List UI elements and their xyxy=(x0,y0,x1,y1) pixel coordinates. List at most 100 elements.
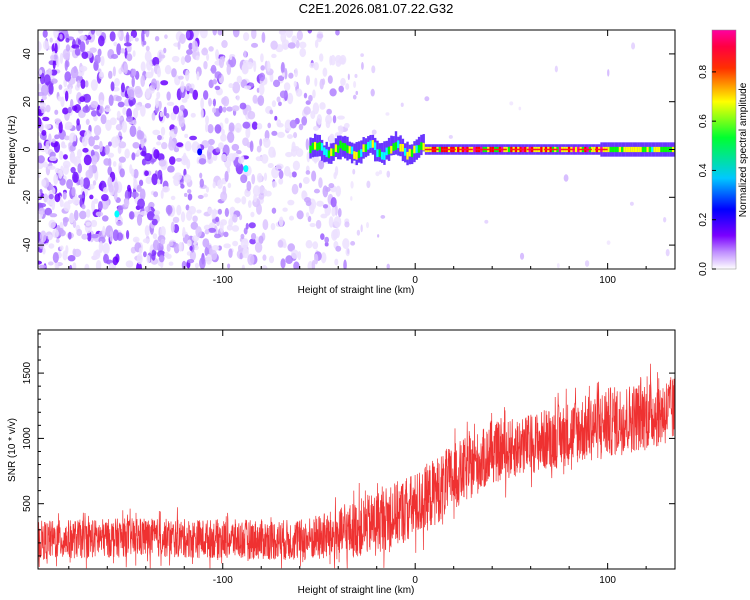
spectrogram-tone-core xyxy=(646,146,649,153)
spectrogram-noise-blob xyxy=(266,60,271,72)
spectrogram-noise-blob xyxy=(130,191,139,198)
spectrogram-noise-blob xyxy=(133,179,138,190)
spectrogram-noise-blob xyxy=(58,84,63,90)
spectrogram-noise-blob xyxy=(271,207,277,214)
spectrogram-noise-blob xyxy=(258,83,265,96)
spectrogram-tone-core xyxy=(399,143,402,152)
spectrogram-noise-blob xyxy=(182,226,186,238)
colorbar-tick-label: 0.0 xyxy=(698,262,709,276)
spectrogram-noise-blob xyxy=(180,183,185,189)
spectrogram-noise-blob xyxy=(70,166,76,174)
spectrogram-noise-blob xyxy=(335,55,342,63)
spectrogram-noise-blob xyxy=(168,156,176,165)
spectrogram-tone-halo xyxy=(390,135,393,156)
spectrogram-noise-blob xyxy=(127,184,131,192)
spectrogram-noise-blob xyxy=(232,30,240,38)
spectrogram-tone-core xyxy=(341,142,344,151)
spectrogram-noise-blob xyxy=(90,79,98,91)
spectrogram-noise-blob xyxy=(137,130,145,140)
spectrogram-noise-blob xyxy=(95,30,102,37)
spectrogram-noise-blob xyxy=(42,247,46,255)
spectrogram-noise-blob xyxy=(141,30,145,42)
spectrogram-noise-blob xyxy=(224,207,230,217)
spectrogram-tone-core xyxy=(611,146,615,153)
spectrogram-noise-blob xyxy=(112,160,117,167)
spectrogram-noise-blob xyxy=(237,244,242,252)
spectrogram-noise-blob xyxy=(81,233,88,240)
spectrogram-noise-blob xyxy=(90,233,99,239)
spectrogram-noise-blob xyxy=(328,182,335,189)
spectrogram-noise-blob xyxy=(84,80,89,88)
spectrogram-noise-blob xyxy=(64,90,69,102)
spectrogram-noise-blob xyxy=(298,123,304,131)
spectrogram-noise-blob xyxy=(65,244,69,255)
spectrogram-noise-blob xyxy=(518,106,522,111)
spectrogram-noise-blob xyxy=(74,47,81,56)
spectrogram-noise-blob xyxy=(288,215,295,221)
spectrogram-noise-blob xyxy=(333,216,342,228)
spectrogram-noise-blob xyxy=(163,106,167,117)
spectrogram-noise-blob xyxy=(325,114,333,125)
spectrogram-noise-blob xyxy=(179,33,186,44)
spectrogram-noise-blob xyxy=(212,79,218,85)
spectrogram-noise-blob xyxy=(69,264,73,269)
spectrogram-noise-blob xyxy=(38,41,42,52)
spectrogram-noise-blob xyxy=(108,70,113,79)
spectrogram-noise-blob xyxy=(108,94,114,107)
spectrogram-noise-blob xyxy=(210,64,217,74)
spectrogram-noise-blob xyxy=(350,241,356,246)
spectrogram-noise-blob xyxy=(170,221,175,233)
snr-xtick-label: 0 xyxy=(412,575,418,586)
spectrogram-noise-blob xyxy=(330,54,336,66)
spectrogram-noise-blob xyxy=(117,31,121,38)
spectrogram-noise-blob xyxy=(247,110,256,120)
spectrogram-noise-blob xyxy=(202,238,210,248)
snr-ytick-label: 1000 xyxy=(22,427,33,450)
spectrogram-noise-blob xyxy=(53,173,59,185)
spectrogram-noise-blob xyxy=(258,72,266,82)
spectrogram-noise-blob xyxy=(98,140,103,153)
spectrogram-noise-blob xyxy=(312,89,316,99)
spectrogram-noise-blob xyxy=(199,257,206,269)
spectrogram-noise-blob xyxy=(131,76,135,88)
spectrogram-noise-blob xyxy=(138,179,144,187)
spectrogram-noise-blob xyxy=(79,41,86,53)
spectrogram-tone-core xyxy=(660,146,663,153)
spectrogram-noise-blob xyxy=(366,180,371,189)
spectrogram-noise-blob xyxy=(186,210,193,221)
spectrogram-tone-core xyxy=(313,141,317,150)
spectrogram-noise-blob xyxy=(49,213,58,218)
spectrogram-noise-blob xyxy=(293,80,297,88)
spectrogram-noise-blob xyxy=(260,65,265,71)
spectrogram-noise-blob xyxy=(102,225,106,236)
spectrogram-noise-blob xyxy=(156,67,162,78)
spectrogram-noise-blob xyxy=(199,30,208,39)
spectrogram-noise-blob xyxy=(60,141,66,149)
spectrogram-noise-blob xyxy=(292,160,301,171)
spectrogram-noise-blob xyxy=(52,59,56,70)
spectrogram-noise-blob xyxy=(62,216,70,223)
spectrogram-noise-blob xyxy=(81,204,86,210)
spectrogram-noise-blob xyxy=(240,233,245,240)
spectrogram-noise-blob xyxy=(163,47,167,54)
spectrogram-noise-blob xyxy=(335,245,342,252)
spectrogram-noise-blob xyxy=(228,83,234,89)
spectrogram-noise-blob xyxy=(104,144,110,155)
spectrogram-noise-blob xyxy=(151,249,156,261)
spectrogram-noise-blob xyxy=(276,96,281,103)
spectrogram-noise-blob xyxy=(286,92,294,105)
spectrogram-tone-core xyxy=(320,143,324,151)
spectrogram-noise-blob xyxy=(245,127,251,139)
spectrogram-noise-blob xyxy=(120,82,125,93)
spectrogram-noise-blob xyxy=(170,111,177,121)
spectrogram-tone-core xyxy=(609,146,612,153)
spectrogram-noise-blob xyxy=(276,119,282,127)
snr-y-label: SNR (10 * v/v) xyxy=(7,418,18,482)
spectrogram-noise-blob xyxy=(249,140,254,153)
spectrogram-noise-blob xyxy=(228,218,234,227)
spectrogram-noise-blob xyxy=(257,185,266,195)
spectrogram-noise-blob xyxy=(59,178,66,186)
spectrogram-tone-core xyxy=(325,149,328,157)
spectrogram-noise-blob xyxy=(160,80,169,86)
spectrogram-tone-core xyxy=(591,146,594,153)
